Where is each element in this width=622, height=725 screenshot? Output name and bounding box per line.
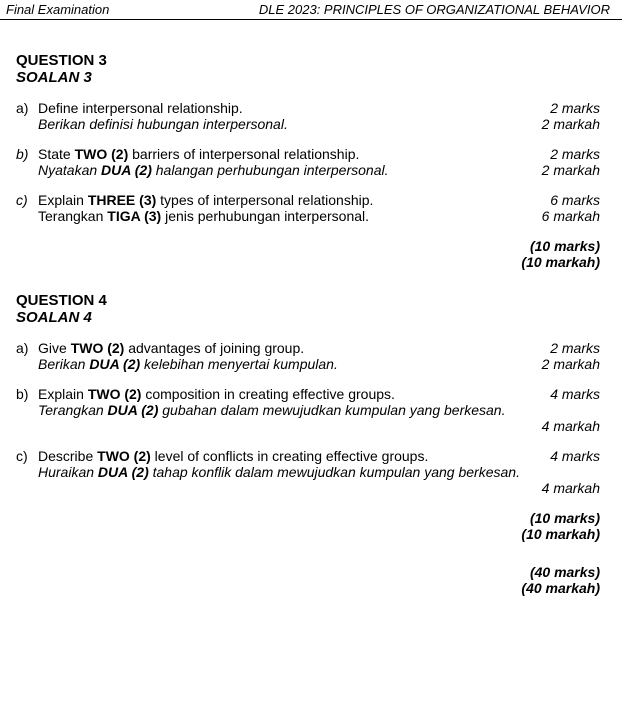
- q3-b-label: b): [16, 146, 38, 162]
- q3-c-ms-post: jenis perhubungan interpersonal.: [161, 208, 369, 224]
- q4-a-en-pre: Give: [38, 340, 71, 356]
- q3-b-en-pre: State: [38, 146, 75, 162]
- q3-total-en: (10 marks): [16, 238, 600, 254]
- q3-item-c: c) Explain THREE (3) types of interperso…: [16, 192, 600, 224]
- q3-c-ms: Terangkan TIGA (3) jenis perhubungan int…: [38, 208, 542, 224]
- q4-a-marks-ms: 2 markah: [542, 356, 600, 372]
- q3-a-label: a): [16, 100, 38, 116]
- q4-item-b: b) Explain TWO (2) composition in creati…: [16, 386, 600, 434]
- q4-a-ms-post: kelebihan menyertai kumpulan.: [140, 356, 338, 372]
- q3-title-en: QUESTION 3: [16, 52, 600, 69]
- q4-title-en: QUESTION 4: [16, 292, 600, 309]
- q3-c-marks-ms: 6 markah: [542, 208, 600, 224]
- q4-a-en-post: advantages of joining group.: [124, 340, 304, 356]
- q3-a-en: Define interpersonal relationship.: [38, 100, 550, 116]
- q3-c-en-bold: THREE (3): [88, 192, 156, 208]
- q3-b-en-post: barriers of interpersonal relationship.: [128, 146, 359, 162]
- page-content: QUESTION 3 SOALAN 3 a) Define interperso…: [0, 20, 622, 626]
- q3-a-ms: Berikan definisi hubungan interpersonal.: [38, 116, 542, 132]
- q4-title-ms: SOALAN 4: [16, 309, 600, 326]
- q3-item-b: b) State TWO (2) barriers of interperson…: [16, 146, 600, 178]
- q3-c-marks-en: 6 marks: [550, 192, 600, 208]
- grand-total-en: (40 marks): [16, 564, 600, 580]
- q4-c-label: c): [16, 448, 38, 464]
- q4-c-ms-post: tahap konflik dalam mewujudkan kumpulan …: [149, 464, 520, 480]
- q4-c-en: Describe TWO (2) level of conflicts in c…: [38, 448, 550, 464]
- header-left: Final Examination: [6, 2, 109, 17]
- q3-b-ms: Nyatakan DUA (2) halangan perhubungan in…: [38, 162, 542, 178]
- q4-c-en-bold: TWO (2): [97, 448, 151, 464]
- q4-a-ms: Berikan DUA (2) kelebihan menyertai kump…: [38, 356, 542, 372]
- q4-b-en-post: composition in creating effective groups…: [141, 386, 394, 402]
- q3-c-en-pre: Explain: [38, 192, 88, 208]
- grand-total: (40 marks) (40 markah): [16, 564, 600, 596]
- q4-b-label: b): [16, 386, 38, 402]
- q3-a-marks-en: 2 marks: [550, 100, 600, 116]
- header-right: DLE 2023: PRINCIPLES OF ORGANIZATIONAL B…: [259, 2, 610, 17]
- q4-c-en-pre: Describe: [38, 448, 97, 464]
- q4-c-ms: Huraikan DUA (2) tahap konflik dalam mew…: [38, 464, 600, 480]
- q4-item-a: a) Give TWO (2) advantages of joining gr…: [16, 340, 600, 372]
- q3-b-en: State TWO (2) barriers of interpersonal …: [38, 146, 550, 162]
- q4-c-ms-bold: DUA (2): [98, 464, 149, 480]
- q3-total-ms: (10 markah): [16, 254, 600, 270]
- q4-item-c: c) Describe TWO (2) level of conflicts i…: [16, 448, 600, 496]
- q3-c-ms-bold: TIGA (3): [107, 208, 161, 224]
- q3-c-ms-pre: Terangkan: [38, 208, 107, 224]
- q4-total-ms: (10 markah): [16, 526, 600, 542]
- q4-b-marks-ms: 4 markah: [542, 418, 600, 434]
- q4-b-en-bold: TWO (2): [88, 386, 142, 402]
- q3-c-label: c): [16, 192, 38, 208]
- q3-title-ms: SOALAN 3: [16, 69, 600, 86]
- q4-total: (10 marks) (10 markah): [16, 510, 600, 542]
- q4-a-en-bold: TWO (2): [71, 340, 125, 356]
- q4-a-en: Give TWO (2) advantages of joining group…: [38, 340, 550, 356]
- grand-total-ms: (40 markah): [16, 580, 600, 596]
- q3-b-marks-ms: 2 markah: [542, 162, 600, 178]
- q4-b-ms-bold: DUA (2): [108, 402, 159, 418]
- q3-b-en-bold: TWO (2): [75, 146, 129, 162]
- q3-b-marks-en: 2 marks: [550, 146, 600, 162]
- q4-b-ms-post: gubahan dalam mewujudkan kumpulan yang b…: [158, 402, 505, 418]
- q4-b-en: Explain TWO (2) composition in creating …: [38, 386, 550, 402]
- q4-a-ms-pre: Berikan: [38, 356, 89, 372]
- q4-c-ms-pre: Huraikan: [38, 464, 98, 480]
- q4-a-ms-bold: DUA (2): [89, 356, 140, 372]
- q3-b-ms-bold: DUA (2): [101, 162, 152, 178]
- q3-c-en-post: types of interpersonal relationship.: [156, 192, 373, 208]
- q4-b-ms-pre: Terangkan: [38, 402, 108, 418]
- q3-item-a: a) Define interpersonal relationship. 2 …: [16, 100, 600, 132]
- q4-total-en: (10 marks): [16, 510, 600, 526]
- q3-b-ms-pre: Nyatakan: [38, 162, 101, 178]
- q4-b-en-pre: Explain: [38, 386, 88, 402]
- q3-c-en: Explain THREE (3) types of interpersonal…: [38, 192, 550, 208]
- q4-c-marks-en: 4 marks: [550, 448, 600, 464]
- q4-b-ms: Terangkan DUA (2) gubahan dalam mewujudk…: [38, 402, 600, 418]
- q4-b-marks-en: 4 marks: [550, 386, 600, 402]
- q4-c-en-post: level of conflicts in creating effective…: [151, 448, 429, 464]
- q3-b-ms-post: halangan perhubungan interpersonal.: [152, 162, 389, 178]
- page-header: Final Examination DLE 2023: PRINCIPLES O…: [0, 0, 622, 20]
- q4-c-marks-ms: 4 markah: [542, 480, 600, 496]
- q3-a-marks-ms: 2 markah: [542, 116, 600, 132]
- q3-total: (10 marks) (10 markah): [16, 238, 600, 270]
- q4-a-label: a): [16, 340, 38, 356]
- q4-a-marks-en: 2 marks: [550, 340, 600, 356]
